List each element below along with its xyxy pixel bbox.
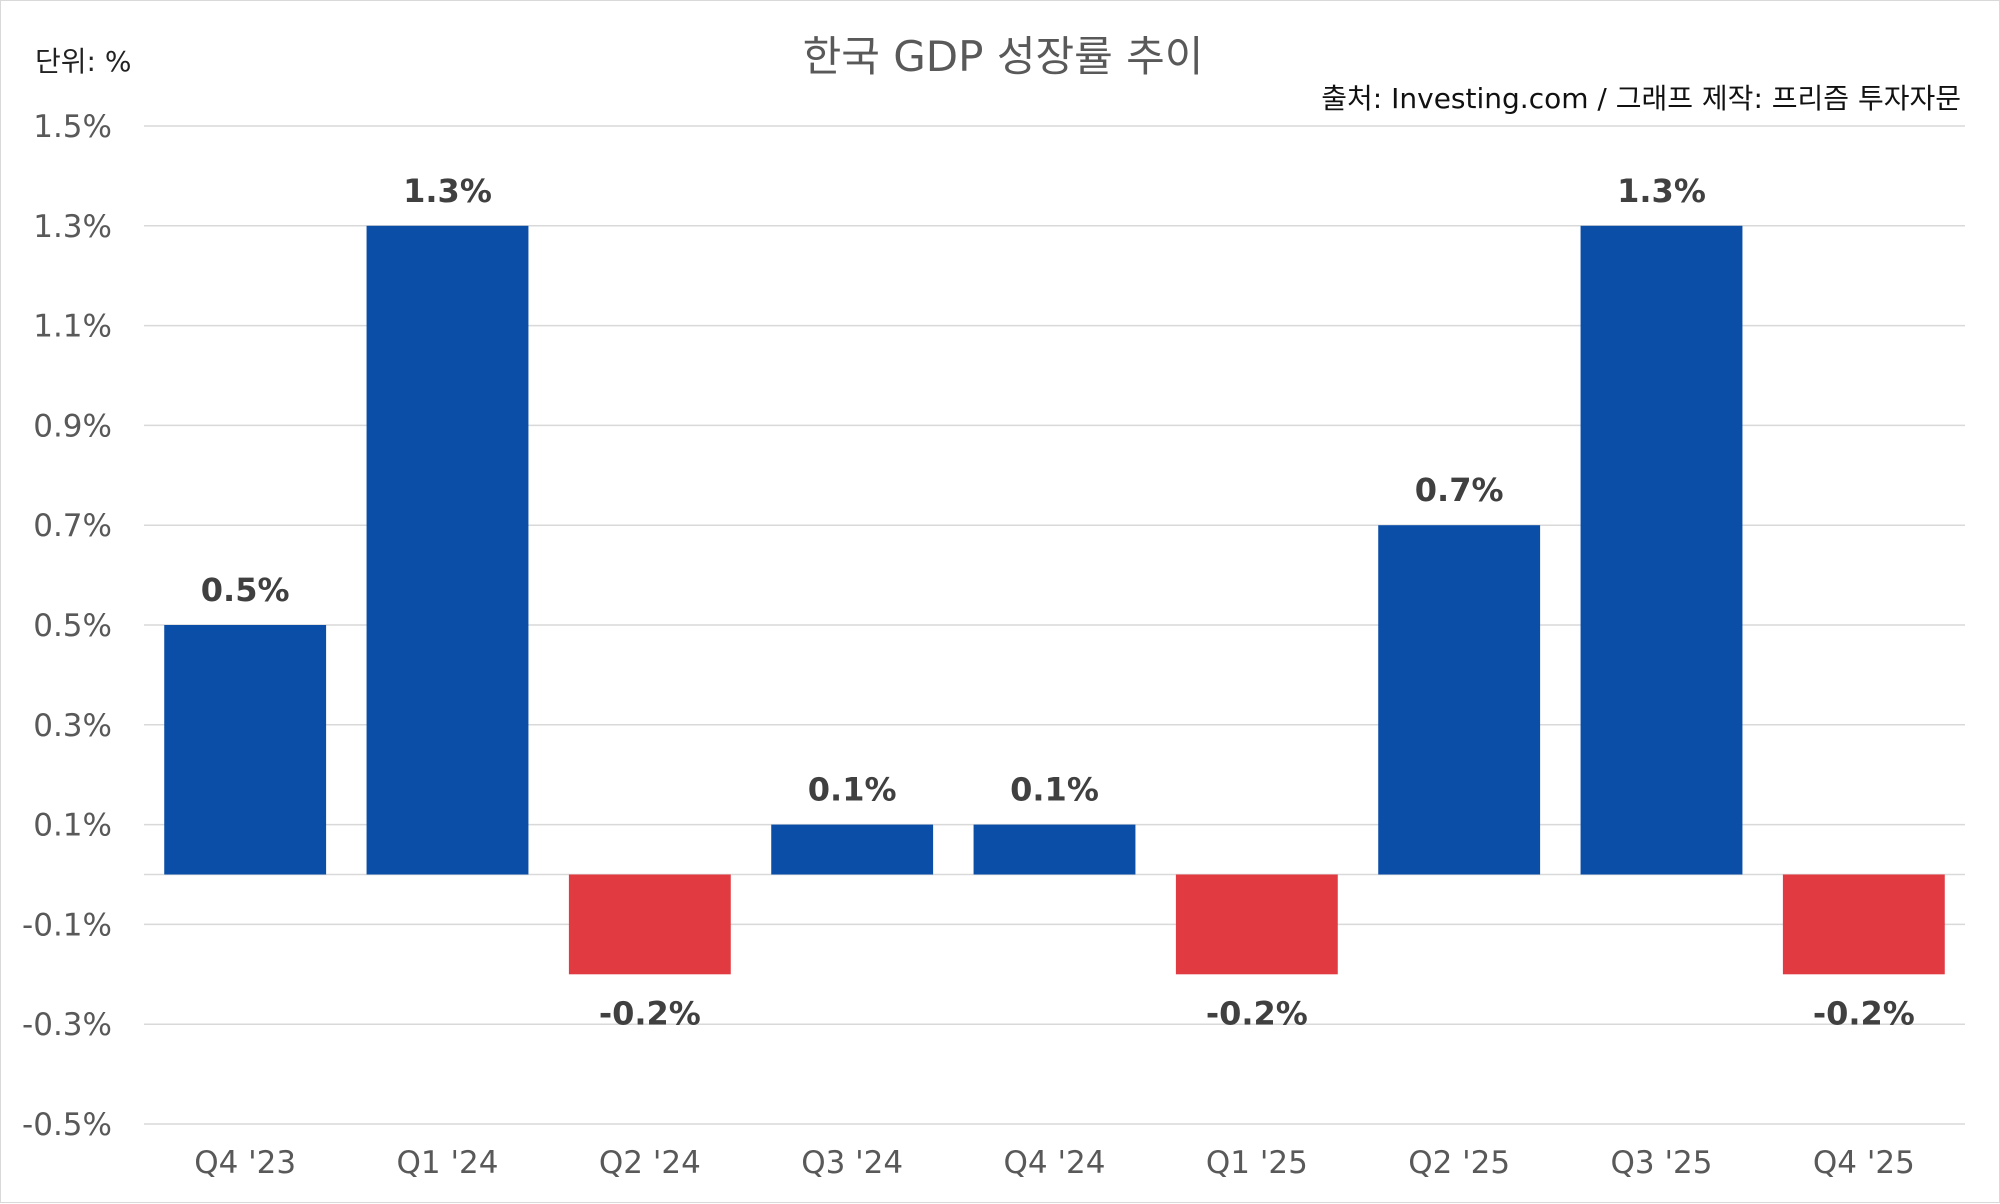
x-tick-label: Q4 '23 xyxy=(194,1145,296,1181)
source-note: 출처: Investing.com / 그래프 제작: 프리즘 투자자문 xyxy=(1321,82,1961,115)
y-axis-ticks: 1.5% 1.3% 1.1% 0.9% 0.7% 0.5% 0.3% 0.1% -0.1% -0.… xyxy=(22,109,112,1143)
bar xyxy=(568,874,731,975)
data-labels: 0.5% 1.3% -0.2% 0.1% 0.1% -0.2% 0.7% 1.3% -0.2% xyxy=(201,172,1915,1033)
data-label: 1.3% xyxy=(403,172,492,210)
bar xyxy=(164,625,327,875)
bar xyxy=(1175,874,1338,975)
data-label: -0.2% xyxy=(599,994,701,1032)
x-tick-label: Q2 '24 xyxy=(599,1145,701,1181)
data-label: 0.1% xyxy=(1010,771,1099,809)
data-label: 1.3% xyxy=(1617,172,1706,210)
y-tick-label: -0.1% xyxy=(22,907,112,943)
x-tick-label: Q4 '25 xyxy=(1813,1145,1915,1181)
y-tick-label: 0.9% xyxy=(33,408,112,444)
x-tick-label: Q3 '25 xyxy=(1611,1145,1713,1181)
data-label: 0.1% xyxy=(808,771,897,809)
x-axis-ticks: Q4 '23 Q1 '24 Q2 '24 Q3 '24 Q4 '24 Q1 '25 Q2 '… xyxy=(194,1145,1915,1181)
x-tick-label: Q1 '24 xyxy=(397,1145,499,1181)
y-tick-label: 0.5% xyxy=(33,608,112,644)
data-label: -0.2% xyxy=(1206,994,1308,1032)
y-tick-label: 1.1% xyxy=(33,309,112,345)
y-tick-label: -0.5% xyxy=(22,1107,112,1143)
y-tick-label: 1.3% xyxy=(33,209,112,245)
bar xyxy=(1782,874,1945,975)
x-tick-label: Q2 '25 xyxy=(1408,1145,1510,1181)
chart-title: 한국 GDP 성장률 추이 xyxy=(803,32,1204,81)
bar xyxy=(973,824,1136,875)
y-tick-label: 0.7% xyxy=(33,508,112,544)
x-tick-label: Q3 '24 xyxy=(801,1145,903,1181)
bar xyxy=(1580,225,1743,875)
bar xyxy=(1378,525,1541,875)
data-label: 0.5% xyxy=(201,571,290,609)
y-tick-label: -0.3% xyxy=(22,1007,112,1043)
y-tick-label: 1.5% xyxy=(33,109,112,145)
data-label: 0.7% xyxy=(1415,471,1504,509)
unit-label: 단위: % xyxy=(35,45,131,78)
bar xyxy=(771,824,934,875)
bar xyxy=(366,225,529,875)
bars xyxy=(164,225,1945,975)
x-tick-label: Q1 '25 xyxy=(1206,1145,1308,1181)
data-label: -0.2% xyxy=(1813,994,1915,1032)
y-tick-label: 0.1% xyxy=(33,808,112,844)
x-tick-label: Q4 '24 xyxy=(1004,1145,1106,1181)
y-tick-label: 0.3% xyxy=(33,708,112,744)
